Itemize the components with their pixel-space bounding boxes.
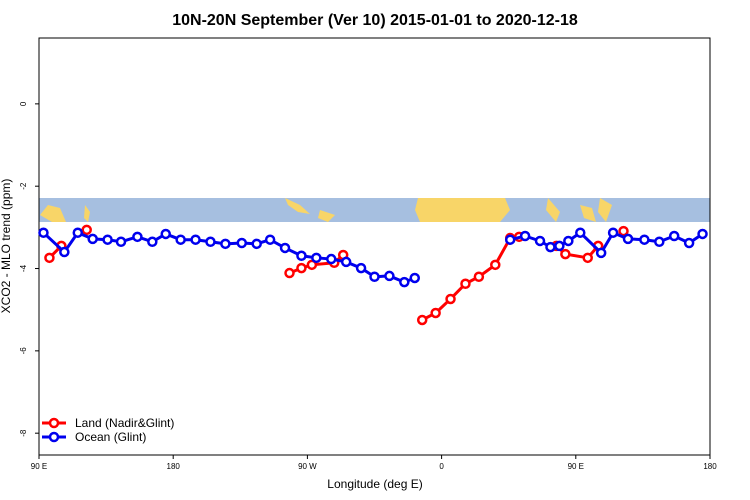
data-point [409,272,421,284]
data-point [306,259,318,271]
data-point [102,234,113,245]
data-point [575,227,586,238]
data-point [264,234,276,245]
data-point [430,307,441,319]
data-point [416,314,428,326]
data-point [683,237,695,249]
data-point [44,252,55,264]
data-point [59,246,70,258]
data-point [115,236,127,248]
y-tick-label: -2 [19,182,28,190]
data-point [160,228,171,240]
x-axis-label: Longitude (deg E) [327,477,422,491]
data-point [279,242,291,254]
data-point [445,293,456,305]
x-tick-label: 90 E [31,462,47,471]
data-point [205,236,216,248]
data-point [563,235,574,247]
data-point [87,233,98,245]
data-point [460,278,471,290]
data-point [622,233,634,245]
data-point [618,225,629,237]
data-point [384,270,395,282]
x-tick-label: 180 [703,462,717,471]
legend-marker [48,417,60,429]
data-point [490,259,501,271]
data-point [668,230,680,242]
data-point [284,267,295,279]
map-strip [39,198,710,222]
x-tick-label: 90 W [298,462,317,471]
data-point [519,230,531,242]
legend-label: Land (Nadir&Glint) [75,416,174,430]
legend-label: Ocean (Glint) [75,430,146,444]
data-point [340,256,352,268]
data-point [504,234,516,245]
data-point [175,234,186,245]
data-point [639,234,650,245]
data-point [326,253,337,265]
data-point [311,252,322,264]
data-point [38,227,49,238]
x-tick-label: 180 [167,462,181,471]
y-tick-label: 0 [19,101,28,106]
data-point [554,240,565,252]
y-tick-label: -4 [19,264,28,272]
y-tick-label: -6 [19,347,28,355]
data-point [582,252,593,264]
data-point [697,228,708,240]
data-point [473,271,485,283]
data-point [81,224,92,236]
data-point [220,238,231,250]
data-point [296,262,307,274]
data-point [72,227,84,238]
data-point [190,234,201,245]
data-point [355,262,367,274]
data-point [607,227,619,238]
data-point [369,271,380,283]
data-point [654,236,665,248]
data-point [236,237,248,249]
data-point [399,276,410,288]
data-point [560,248,571,260]
x-tick-label: 0 [439,462,444,471]
data-point [296,250,307,262]
y-axis-label: XCO2 - MLO trend (ppm) [0,179,13,314]
x-tick-label: 90 E [568,462,584,471]
data-point [251,238,262,250]
data-point [534,235,546,247]
legend-marker [48,431,60,443]
plot-frame [38,37,711,456]
data-point [595,247,607,259]
chart-title: 10N-20N September (Ver 10) 2015-01-01 to… [172,12,578,29]
data-point [132,231,143,243]
data-point [545,241,556,253]
data-point [147,236,158,248]
y-tick-label: -8 [19,429,28,437]
